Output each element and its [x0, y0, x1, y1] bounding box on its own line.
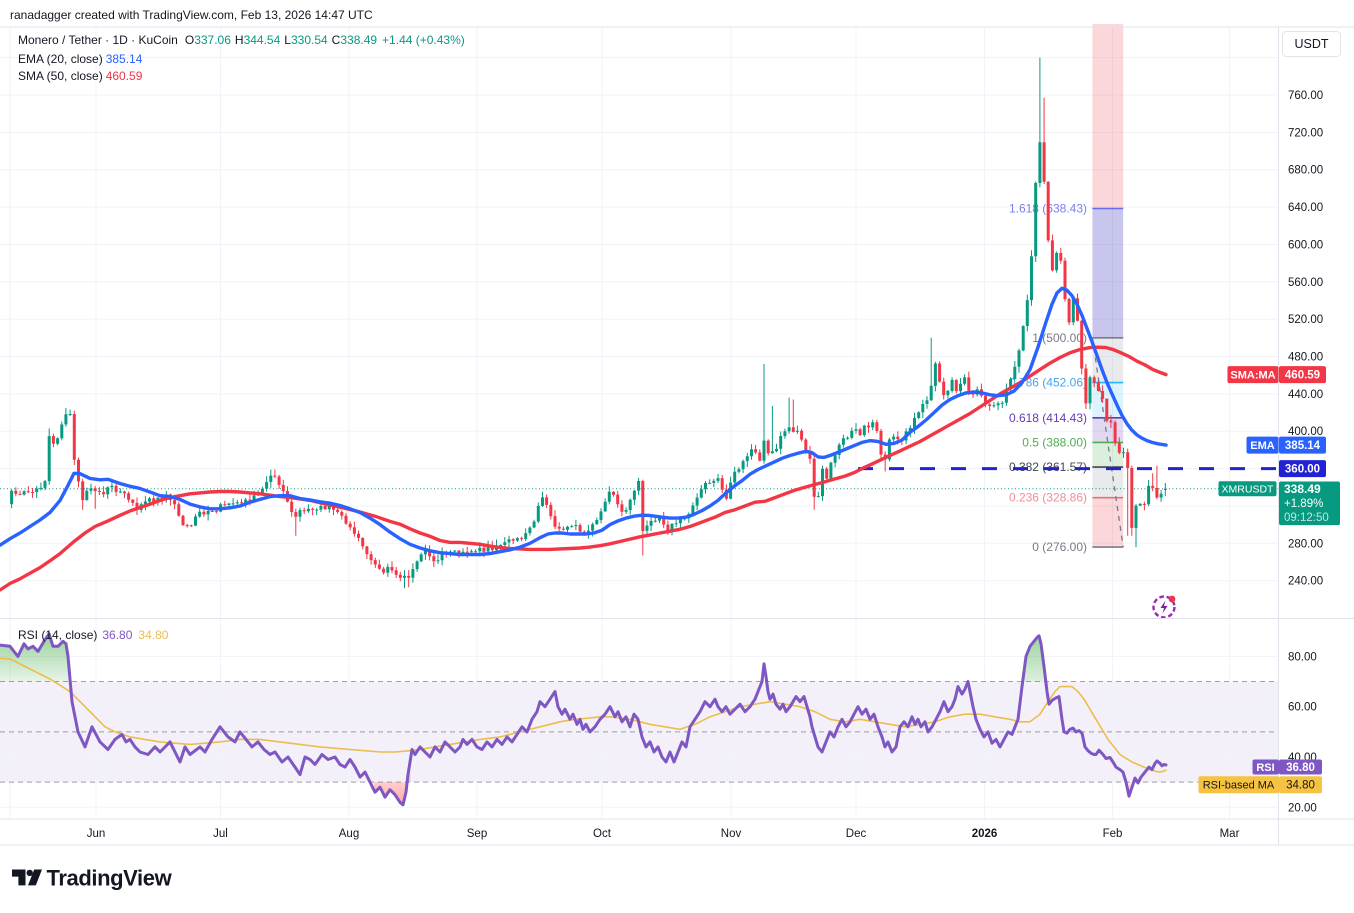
- svg-text:RSI-based MA: RSI-based MA: [1203, 780, 1275, 792]
- svg-text:0.236 (328.86): 0.236 (328.86): [1009, 491, 1087, 505]
- svg-text:EMA (20, close)385.14: EMA (20, close) 385.14: [18, 52, 143, 66]
- svg-text:640.00: 640.00: [1288, 202, 1323, 214]
- svg-text:60.00: 60.00: [1288, 702, 1317, 714]
- svg-text:680.00: 680.00: [1288, 165, 1323, 177]
- svg-text:0.618 (414.43): 0.618 (414.43): [1009, 411, 1087, 425]
- svg-text:20.00: 20.00: [1288, 802, 1317, 814]
- svg-text:SMA (50, close)460.59: SMA (50, close) 460.59: [18, 69, 143, 83]
- svg-text:Feb: Feb: [1103, 828, 1123, 840]
- svg-text:480.00: 480.00: [1288, 352, 1323, 364]
- svg-text:80.00: 80.00: [1288, 651, 1317, 663]
- svg-text:560.00: 560.00: [1288, 277, 1323, 289]
- svg-text:0.5 (388.00): 0.5 (388.00): [1022, 435, 1087, 449]
- svg-text:+1.89%: +1.89%: [1284, 498, 1323, 510]
- svg-text:Mar: Mar: [1220, 828, 1240, 840]
- svg-text:760.00: 760.00: [1288, 90, 1323, 102]
- svg-text:Dec: Dec: [846, 828, 867, 840]
- svg-text:Aug: Aug: [339, 828, 359, 840]
- svg-text:600.00: 600.00: [1288, 239, 1323, 251]
- svg-text:Jul: Jul: [213, 828, 228, 840]
- svg-text:460.59: 460.59: [1285, 370, 1320, 382]
- svg-text:Nov: Nov: [721, 828, 742, 840]
- svg-text:0 (276.00): 0 (276.00): [1032, 540, 1087, 554]
- svg-text:36.80: 36.80: [1286, 762, 1315, 774]
- svg-text:Oct: Oct: [593, 828, 612, 840]
- svg-text:Jun: Jun: [87, 828, 106, 840]
- svg-text:520.00: 520.00: [1288, 314, 1323, 326]
- svg-text:ranadagger created with Tradin: ranadagger created with TradingView.com,…: [10, 8, 373, 22]
- svg-text:09:12:50: 09:12:50: [1284, 512, 1329, 524]
- svg-text:34.80: 34.80: [1286, 780, 1315, 792]
- svg-text:240.00: 240.00: [1288, 576, 1323, 588]
- svg-text:360.00: 360.00: [1285, 464, 1320, 476]
- svg-text:440.00: 440.00: [1288, 389, 1323, 401]
- svg-text:SMA:MA: SMA:MA: [1230, 370, 1275, 382]
- svg-text:720.00: 720.00: [1288, 127, 1323, 139]
- svg-text:400.00: 400.00: [1288, 426, 1323, 438]
- svg-text:USDT: USDT: [1294, 37, 1328, 51]
- svg-text:2026: 2026: [972, 828, 998, 840]
- svg-text:TradingView: TradingView: [47, 866, 173, 891]
- svg-text:338.49: 338.49: [1284, 482, 1321, 496]
- svg-text:EMA: EMA: [1250, 440, 1275, 452]
- svg-text:XMRUSDT: XMRUSDT: [1222, 484, 1275, 496]
- svg-text:1 (500.00): 1 (500.00): [1032, 331, 1087, 345]
- svg-text:385.14: 385.14: [1285, 440, 1321, 452]
- svg-text:280.00: 280.00: [1288, 538, 1323, 550]
- svg-text:RSI: RSI: [1256, 762, 1274, 774]
- svg-text:Sep: Sep: [467, 828, 487, 840]
